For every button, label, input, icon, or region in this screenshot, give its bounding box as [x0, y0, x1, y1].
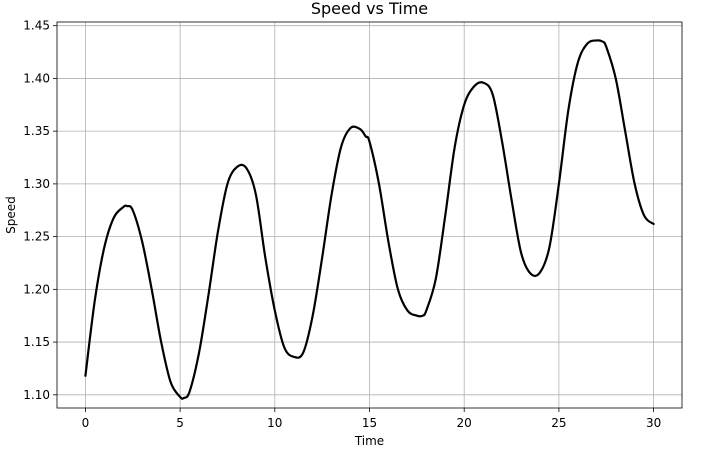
y-tick-label: 1.40	[23, 71, 50, 85]
y-tick-label: 1.35	[23, 124, 50, 138]
x-tick-label: 15	[362, 416, 377, 430]
x-tick-label: 10	[267, 416, 282, 430]
x-axis-label: Time	[354, 434, 384, 448]
x-tick-label: 20	[457, 416, 472, 430]
x-tick-label: 30	[646, 416, 661, 430]
x-tick-label: 5	[176, 416, 184, 430]
x-tick-label: 0	[82, 416, 90, 430]
y-tick-label: 1.15	[23, 335, 50, 349]
chart-title: Speed vs Time	[311, 0, 428, 18]
ticks-layer: 0 5 10 15 20 25 30 1.10 1.15 1.20 1.25 1.30 1.35 1.40…	[23, 19, 661, 430]
grid-layer	[57, 22, 682, 408]
x-tick-label: 25	[551, 416, 566, 430]
y-tick-label: 1.20	[23, 282, 50, 296]
y-tick-label: 1.25	[23, 230, 50, 244]
speed-series-line	[84, 39, 655, 400]
y-tick-label: 1.10	[23, 388, 50, 402]
y-tick-label: 1.30	[23, 177, 50, 191]
y-axis-label: Speed	[4, 196, 18, 234]
y-tick-label: 1.45	[23, 19, 50, 33]
series-layer	[84, 39, 655, 400]
